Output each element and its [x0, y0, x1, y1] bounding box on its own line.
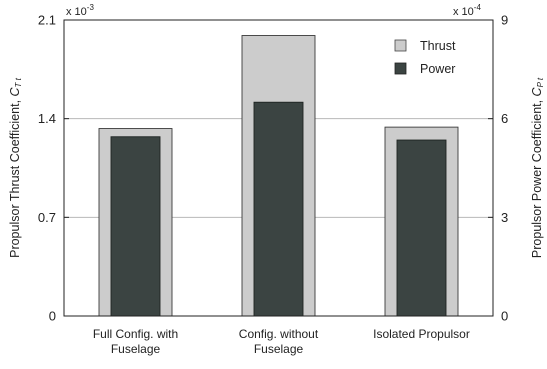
category-label: Config. without	[239, 327, 319, 341]
legend-swatch-power	[394, 62, 407, 75]
right-tick-label: 0	[501, 309, 508, 324]
left-tick-label: 0	[49, 309, 56, 324]
right-tick-label: 6	[501, 111, 508, 126]
legend-label-thrust: Thrust	[420, 39, 456, 53]
left-tick-label: 1.4	[38, 111, 56, 126]
legend-swatch-thrust	[394, 39, 407, 52]
plot-frame	[63, 19, 494, 317]
right-tick-label: 3	[501, 210, 508, 225]
category-label: Full Config. with	[93, 327, 178, 341]
legend-label-power: Power	[420, 62, 455, 76]
left-tick-label: 0.7	[38, 210, 56, 225]
legend: Thrust Power	[394, 39, 456, 76]
category-label: Isolated Propulsor	[373, 327, 470, 341]
right-tick-label: 9	[501, 13, 508, 28]
right-axis-multiplier: x 10-4	[453, 3, 481, 18]
right-axis-label: Propulsor Power Coefficient, CP t	[530, 77, 545, 258]
power-bar	[110, 136, 161, 317]
power-bar	[396, 139, 447, 317]
bars-group	[98, 35, 459, 317]
category-label: Fuselage	[111, 342, 161, 356]
category-label: Fuselage	[254, 342, 304, 356]
left-axis-label: Propulsor Thrust Coefficient, CT t	[8, 77, 23, 258]
power-bar	[253, 101, 304, 317]
left-tick-label: 2.1	[38, 13, 56, 28]
axis-ticks: 0 0 0.7 3 1.4 6 2.1 9	[38, 13, 508, 324]
left-axis-multiplier: x 10-3	[66, 3, 94, 18]
